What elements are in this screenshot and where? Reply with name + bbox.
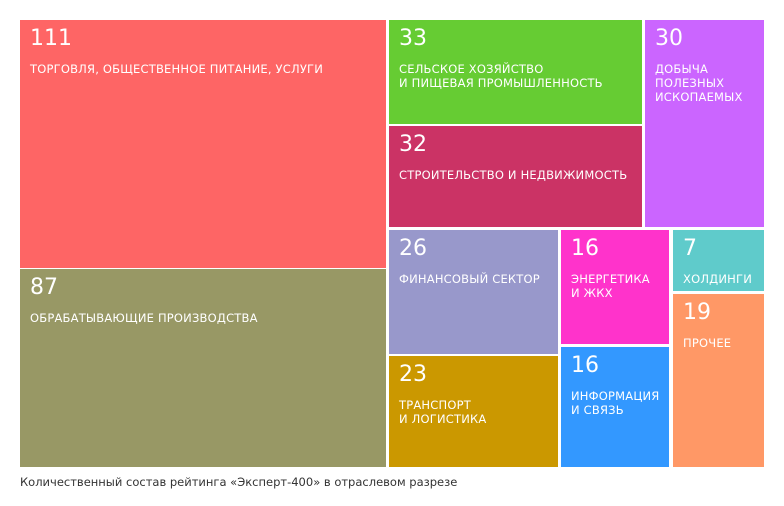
- tile-label: ХОЛДИНГИ: [683, 272, 753, 286]
- tile-value: 19: [683, 300, 711, 325]
- treemap-tile-construction-realestate: 32 СТРОИТЕЛЬСТВО И НЕДВИЖИМОСТЬ: [389, 126, 642, 227]
- tile-label: ЭНЕРГЕТИКА И ЖКХ: [571, 272, 650, 300]
- tile-label: ОБРАБАТЫВАЮЩИЕ ПРОИЗВОДСТВА: [30, 311, 258, 325]
- treemap-tile-information-communication: 16 ИНФОРМАЦИЯ И СВЯЗЬ: [561, 347, 669, 467]
- chart-caption: Количественный состав рейтинга «Эксперт-…: [20, 475, 458, 489]
- treemap-tile-transport-logistics: 23 ТРАНСПОРТ И ЛОГИСТИКА: [389, 356, 558, 467]
- tile-value: 30: [655, 26, 683, 51]
- treemap-tile-holdings: 7 ХОЛДИНГИ: [673, 230, 764, 291]
- tile-value: 87: [30, 275, 58, 300]
- tile-label: СТРОИТЕЛЬСТВО И НЕДВИЖИМОСТЬ: [399, 168, 628, 182]
- treemap-tile-mining: 30 ДОБЫЧА ПОЛЕЗНЫХ ИСКОПАЕМЫХ: [645, 20, 764, 227]
- tile-label: СЕЛЬСКОЕ ХОЗЯЙСТВО И ПИЩЕВАЯ ПРОМЫШЛЕННО…: [399, 62, 603, 90]
- tile-label: ТРАНСПОРТ И ЛОГИСТИКА: [399, 398, 487, 426]
- treemap-tile-energy-utilities: 16 ЭНЕРГЕТИКА И ЖКХ: [561, 230, 669, 344]
- tile-label: ПРОЧЕЕ: [683, 336, 732, 350]
- tile-label: ФИНАНСОВЫЙ СЕКТОР: [399, 272, 540, 286]
- tile-value: 16: [571, 236, 599, 261]
- tile-value: 16: [571, 353, 599, 378]
- tile-value: 7: [683, 236, 697, 261]
- treemap-tile-trade-services: 111 ТОРГОВЛЯ, ОБЩЕСТВЕННОЕ ПИТАНИЕ, УСЛУГ…: [20, 20, 386, 268]
- tile-label: ДОБЫЧА ПОЛЕЗНЫХ ИСКОПАЕМЫХ: [655, 62, 743, 104]
- treemap-chart: 111 ТОРГОВЛЯ, ОБЩЕСТВЕННОЕ ПИТАНИЕ, УСЛУГ…: [20, 20, 764, 467]
- tile-label: ИНФОРМАЦИЯ И СВЯЗЬ: [571, 389, 660, 417]
- treemap-tile-agriculture-food: 33 СЕЛЬСКОЕ ХОЗЯЙСТВО И ПИЩЕВАЯ ПРОМЫШЛЕН…: [389, 20, 642, 124]
- tile-value: 111: [30, 26, 72, 51]
- tile-value: 23: [399, 362, 427, 387]
- treemap-tile-manufacturing: 87 ОБРАБАТЫВАЮЩИЕ ПРОИЗВОДСТВА: [20, 269, 386, 467]
- tile-value: 26: [399, 236, 427, 261]
- tile-label: ТОРГОВЛЯ, ОБЩЕСТВЕННОЕ ПИТАНИЕ, УСЛУГИ: [30, 62, 324, 76]
- tile-value: 33: [399, 26, 427, 51]
- tile-value: 32: [399, 132, 427, 157]
- treemap-tile-finance: 26 ФИНАНСОВЫЙ СЕКТОР: [389, 230, 558, 354]
- treemap-tile-other: 19 ПРОЧЕЕ: [673, 294, 764, 467]
